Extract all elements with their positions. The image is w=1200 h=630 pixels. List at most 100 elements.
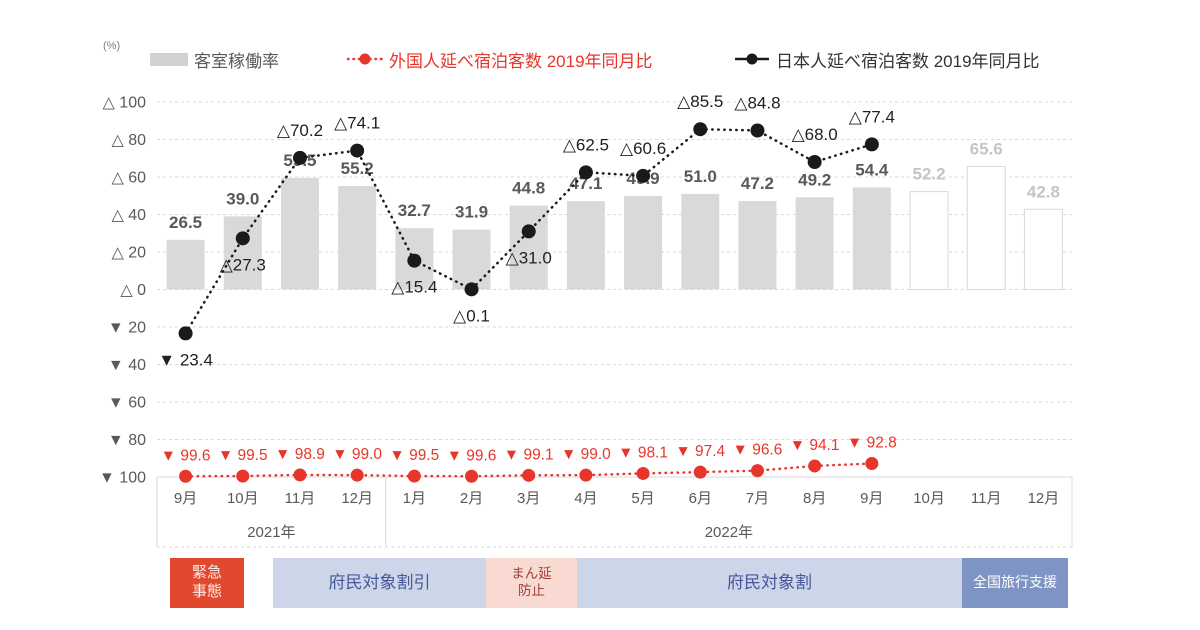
timeline-band-fumin-discount: 府民対象割引	[273, 558, 486, 608]
y-axis-tick-label: ▼ 80	[108, 432, 146, 449]
y-axis-tick-label: △ 0	[120, 282, 146, 299]
x-axis-month-label: 6月	[689, 490, 712, 507]
bar-value-label: 52.2	[912, 165, 945, 184]
point-value-label: ▼ 99.1	[504, 446, 554, 463]
x-axis-month-label: 11月	[971, 490, 1002, 507]
occupancy-bar	[681, 193, 720, 290]
y-axis-tick-label: △ 20	[111, 245, 146, 262]
data-point	[407, 469, 421, 483]
bar-value-label: 44.8	[512, 179, 545, 198]
data-point	[693, 465, 707, 479]
point-value-label: △84.8	[734, 94, 780, 113]
point-value-label: ▼ 92.8	[847, 435, 897, 452]
band-label: 全国旅行支援	[973, 574, 1057, 591]
point-value-label: ▼ 96.6	[733, 442, 783, 459]
timeline-band-manen-prevention: まん延 防止	[486, 558, 577, 608]
x-axis-month-label: 10月	[227, 490, 259, 507]
data-point	[865, 457, 879, 470]
occupancy-bar	[1023, 208, 1063, 290]
band-label: 府民対象割	[727, 573, 812, 593]
data-point	[293, 468, 307, 482]
point-value-label: ▼ 94.1	[790, 437, 840, 454]
x-axis-month-label: 10月	[913, 490, 945, 507]
data-point	[178, 326, 193, 341]
data-point	[864, 137, 879, 152]
point-value-label: ▼ 99.6	[161, 447, 211, 464]
bar-value-label: 51.0	[684, 167, 717, 186]
data-point	[807, 155, 822, 169]
x-axis-month-label: 7月	[746, 490, 769, 507]
bar-value-label: 26.5	[169, 213, 202, 232]
legend-label-japanese: 日本人延べ宿泊客数 2019年同月比	[776, 51, 1040, 71]
point-value-label: ▼ 99.5	[218, 447, 268, 464]
data-point	[350, 143, 365, 158]
y-axis-unit-label: (%)	[103, 40, 121, 52]
point-value-label: △0.1	[453, 306, 490, 325]
x-axis-month-label: 1月	[403, 490, 426, 507]
data-point	[693, 122, 708, 137]
data-point	[578, 165, 593, 180]
data-point	[521, 224, 536, 239]
band-label: 府民対象割引	[328, 573, 431, 593]
bar-value-label: 39.0	[226, 189, 259, 208]
point-value-label: △70.2	[277, 121, 323, 140]
point-value-label: △62.5	[563, 135, 609, 154]
legend-label-foreign: 外国人延べ宿泊客数 2019年同月比	[389, 51, 653, 71]
bar-value-label: 55.2	[341, 159, 374, 178]
timeline-band-fumin-wari: 府民対象割	[577, 558, 962, 608]
occupancy-bar	[738, 201, 777, 290]
legend-item-foreign: 外国人延べ宿泊客数 2019年同月比	[347, 48, 653, 71]
legend-label-occupancy: 客室稼働率	[194, 51, 279, 71]
occupancy-bar	[566, 201, 605, 290]
data-point	[522, 468, 536, 482]
point-value-label: ▼ 99.6	[447, 447, 497, 464]
x-axis-month-label: 3月	[517, 490, 540, 507]
occupancy-bar	[795, 197, 834, 290]
bar-value-label: 42.8	[1027, 182, 1060, 201]
bar-value-label: 32.7	[398, 201, 431, 220]
data-point	[235, 231, 250, 246]
x-axis-month-label: 12月	[341, 490, 373, 507]
occupancy-bar	[280, 177, 319, 290]
occupancy-bar	[624, 195, 663, 290]
x-axis-month-label: 5月	[631, 490, 654, 507]
point-value-label: ▼ 97.4	[675, 443, 725, 460]
point-value-label: ▼ 23.4	[158, 350, 213, 369]
point-value-label: △77.4	[849, 107, 895, 126]
data-point	[808, 459, 822, 473]
black-line-icon	[735, 53, 769, 65]
timeline-band-national-travel-support: 全国旅行支援	[962, 558, 1068, 608]
x-axis-month-label: 9月	[174, 490, 197, 507]
x-axis-month-label: 2月	[460, 490, 483, 507]
bar-value-label: 49.2	[798, 170, 831, 189]
legend-item-occupancy: 客室稼働率	[150, 48, 279, 71]
occupancy-bar	[452, 229, 491, 290]
y-axis-tick-label: △ 40	[111, 207, 146, 224]
band-label: まん延 防止	[511, 566, 552, 598]
point-value-label: △60.6	[620, 139, 666, 158]
data-point	[179, 469, 193, 483]
occupancy-bar	[966, 166, 1006, 290]
band-label: 緊急 事態	[191, 564, 222, 600]
bar-value-label: 65.6	[970, 140, 1003, 159]
timeline-band-emergency: 緊急 事態	[170, 558, 244, 608]
x-axis-month-label: 8月	[803, 490, 826, 507]
y-axis-tick-label: ▼ 100	[99, 470, 146, 487]
point-value-label: △15.4	[391, 278, 437, 297]
x-axis-month-label: 9月	[860, 490, 883, 507]
x-axis-year-label: 2022年	[705, 524, 753, 541]
data-point	[636, 466, 650, 480]
occupancy-bar	[223, 216, 262, 290]
occupancy-bar	[509, 205, 548, 290]
x-axis-month-label: 11月	[285, 490, 316, 507]
y-axis-tick-label: △ 60	[111, 170, 146, 187]
point-value-label: ▼ 99.5	[389, 447, 439, 464]
bar-value-label: 54.4	[855, 161, 889, 180]
y-axis-tick-label: ▼ 40	[108, 357, 146, 374]
point-value-label: △68.0	[792, 125, 838, 144]
x-axis-year-label: 2021年	[247, 524, 295, 541]
bar-value-label: 47.1	[569, 174, 602, 193]
data-point	[236, 469, 250, 483]
occupancy-bar	[166, 239, 205, 290]
